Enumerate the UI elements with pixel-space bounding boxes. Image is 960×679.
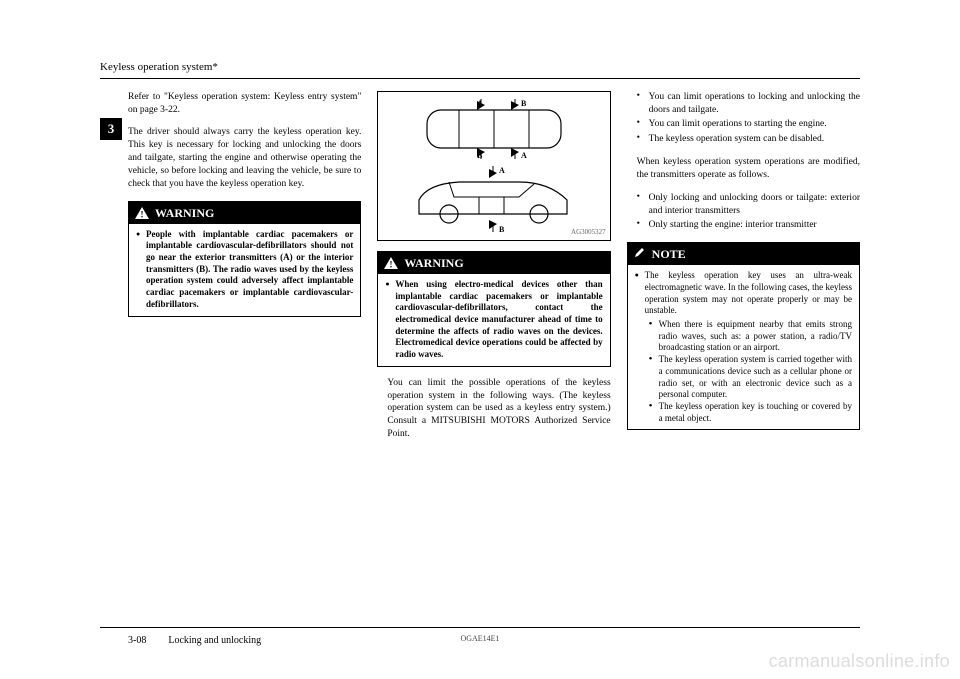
section-title: Locking and unlocking [168, 634, 261, 648]
note-title: NOTE [652, 246, 686, 262]
header-title: Keyless operation system* [100, 61, 218, 73]
note-header: NOTE [628, 243, 859, 265]
svg-text:A: A [521, 151, 527, 160]
pencil-icon [634, 246, 646, 262]
svg-text:B: B [499, 225, 505, 234]
note-item: The keyless operation key is touching or… [649, 401, 852, 424]
note-box: NOTE The keyless operation key uses an u… [627, 242, 860, 430]
note-lead: The keyless operation key uses an ultra-… [635, 270, 852, 424]
svg-text:A: A [499, 166, 505, 175]
svg-text:B: B [477, 151, 483, 160]
page-header: Keyless operation system* [100, 60, 860, 79]
chapter-tab: 3 [100, 118, 122, 140]
warning-body: When using electro-medical devices other… [378, 274, 609, 366]
bullet-item: Only locking and unlocking doors or tail… [641, 192, 860, 218]
page: Keyless operation system* 3 Refer to "Ke… [0, 0, 960, 679]
bullet-item: The keyless operation system can be disa… [641, 133, 860, 146]
page-number: 3-08 [128, 634, 146, 648]
col2-para1: You can limit the possible operations of… [377, 377, 610, 441]
warning-item: When using electro-medical devices other… [385, 279, 602, 361]
bullet-list-1: You can limit operations to locking and … [627, 91, 860, 146]
svg-text:!: ! [390, 259, 393, 269]
figure-reference: AG3005327 [571, 228, 606, 237]
warning-box-2: ! WARNING When using electro-medical dev… [377, 251, 610, 367]
bullet-item: You can limit operations to starting the… [641, 118, 860, 131]
note-item: When there is equipment nearby that emit… [649, 319, 852, 354]
warning-header: ! WARNING [378, 252, 609, 274]
col3-para1: When keyless operation system operations… [627, 156, 860, 182]
col1-para2: The driver should always carry the keyle… [128, 126, 361, 190]
bullet-list-2: Only locking and unlocking doors or tail… [627, 192, 860, 232]
vehicle-diagram: A B A B A B [377, 91, 610, 241]
warning-item: People with implantable cardiac pacemake… [136, 229, 353, 311]
doc-reference: OGAE14E1 [460, 634, 499, 645]
note-item: The keyless operation system is carried … [649, 354, 852, 401]
vehicle-top-view-icon: A B A B [399, 98, 589, 160]
svg-text:A: A [477, 99, 483, 108]
page-footer: 3-08 Locking and unlocking OGAE14E1 [100, 627, 860, 648]
vehicle-side-view-icon: A B [399, 164, 589, 234]
warning-triangle-icon: ! [135, 207, 149, 219]
svg-text:!: ! [141, 209, 144, 219]
warning-box-1: ! WARNING People with implantable cardia… [128, 201, 361, 317]
watermark: carmanualsonline.info [769, 649, 950, 673]
note-lead-text: The keyless operation key uses an ultra-… [645, 270, 852, 315]
svg-text:B: B [521, 99, 527, 108]
col1-para1: Refer to "Keyless operation system: Keyl… [128, 91, 361, 117]
warning-triangle-icon: ! [384, 257, 398, 269]
bullet-item: You can limit operations to locking and … [641, 91, 860, 117]
column-3: You can limit operations to locking and … [627, 91, 860, 451]
warning-header: ! WARNING [129, 202, 360, 224]
warning-title: WARNING [404, 255, 463, 271]
column-1: Refer to "Keyless operation system: Keyl… [128, 91, 361, 451]
warning-title: WARNING [155, 205, 214, 221]
note-body: The keyless operation key uses an ultra-… [628, 265, 859, 429]
content-columns: Refer to "Keyless operation system: Keyl… [128, 91, 860, 451]
bullet-item: Only starting the engine: interior trans… [641, 219, 860, 232]
warning-body: People with implantable cardiac pacemake… [129, 224, 360, 316]
column-2: A B A B A B [377, 91, 610, 451]
